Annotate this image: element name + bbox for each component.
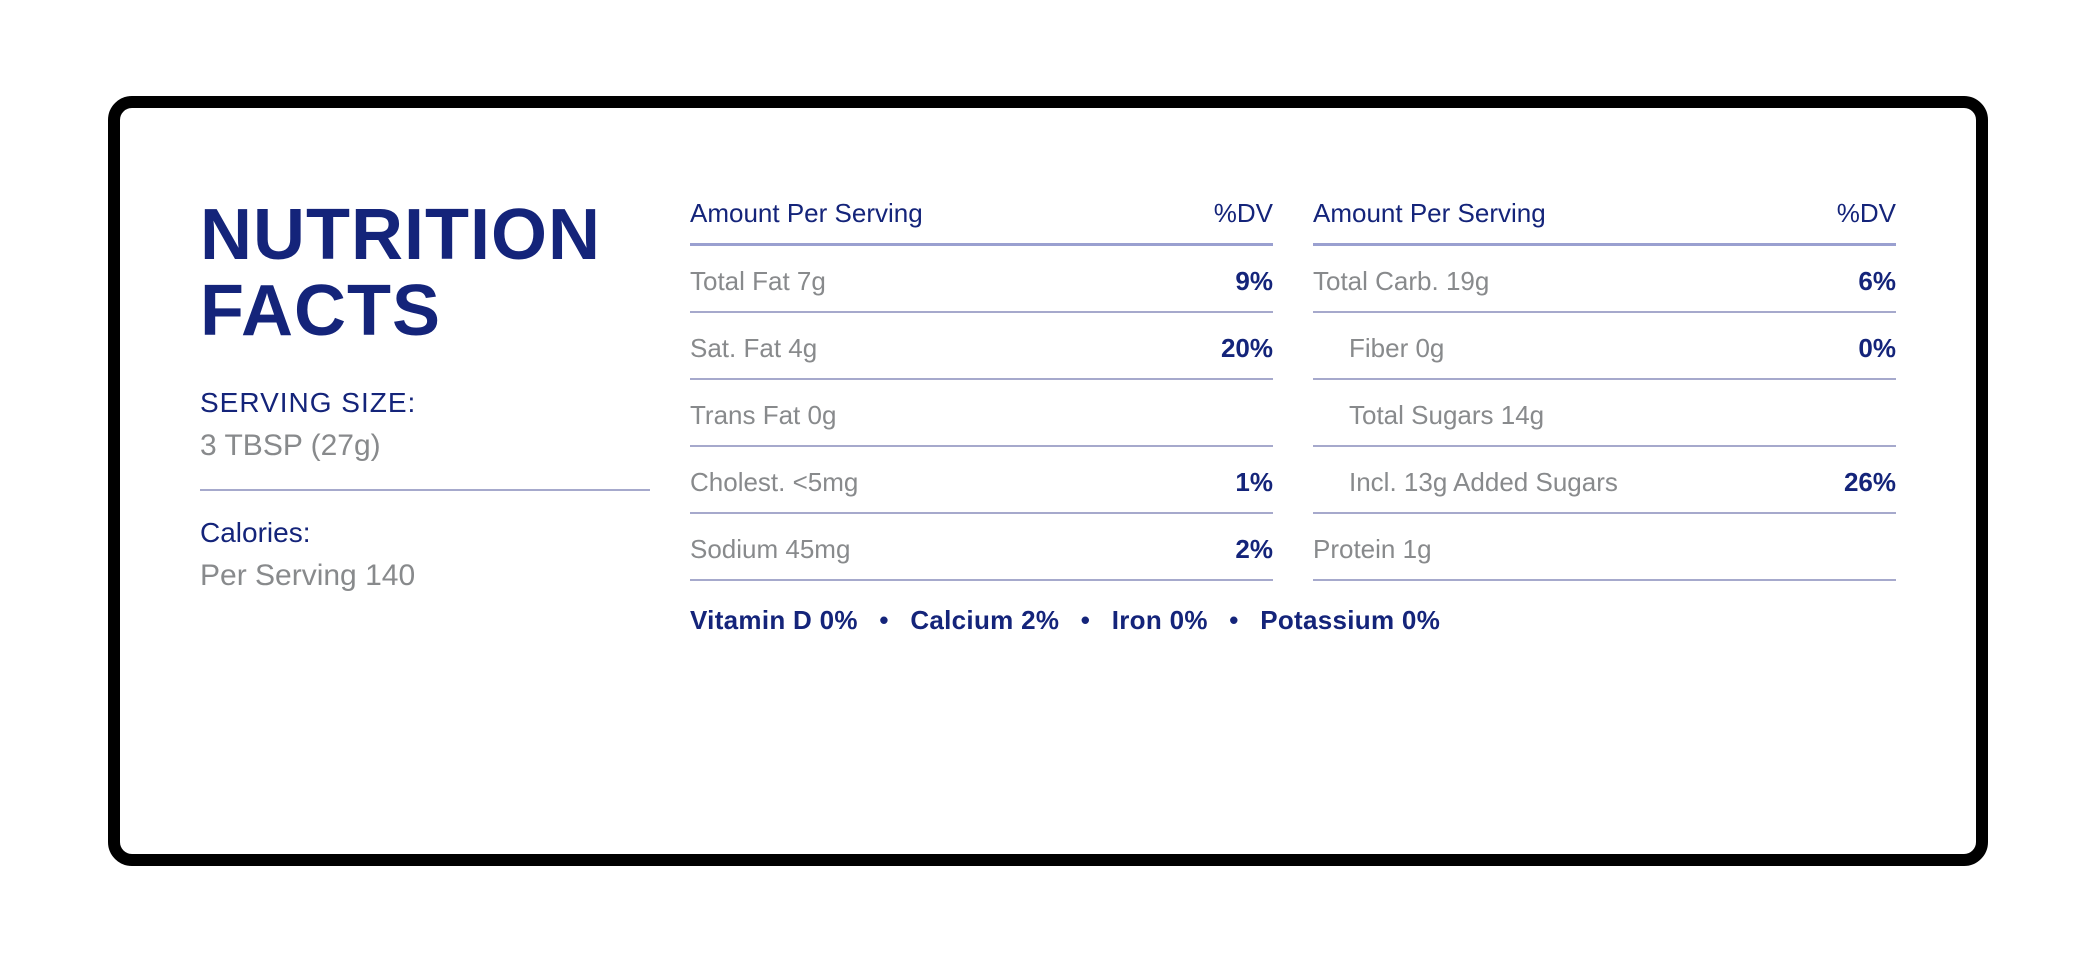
nutrient-name: Total Carb. 19g xyxy=(1313,266,1489,297)
panel-title: NUTRITION FACTS xyxy=(200,198,650,349)
vitamin-item: Vitamin D 0% xyxy=(690,605,858,635)
nutrient-name: Total Sugars 14g xyxy=(1313,400,1544,431)
nutrition-row: Incl. 13g Added Sugars 26% xyxy=(1313,447,1896,514)
nutrition-row: Trans Fat 0g xyxy=(690,380,1273,447)
nutrient-dv: 0% xyxy=(1858,333,1896,364)
nutrient-name: Fiber 0g xyxy=(1313,333,1444,364)
nutrition-row: Sodium 45mg 2% xyxy=(690,514,1273,581)
nutrient-dv: 6% xyxy=(1858,266,1896,297)
column-header: Amount Per Serving %DV xyxy=(1313,198,1896,246)
column-header: Amount Per Serving %DV xyxy=(690,198,1273,246)
nutrition-column-2: Amount Per Serving %DV Total Carb. 19g 6… xyxy=(1313,198,1896,581)
nutrition-tables: Amount Per Serving %DV Total Fat 7g 9% S… xyxy=(690,198,1896,581)
nutrient-name: Sodium 45mg xyxy=(690,534,850,565)
nutrient-name: Trans Fat 0g xyxy=(690,400,836,431)
vitamins-line: Vitamin D 0% • Calcium 2% • Iron 0% • Po… xyxy=(690,605,1896,636)
nutrient-name: Total Fat 7g xyxy=(690,266,826,297)
nutrient-dv: 20% xyxy=(1221,333,1273,364)
nutrition-row: Total Carb. 19g 6% xyxy=(1313,246,1896,313)
nutrition-row: Total Sugars 14g xyxy=(1313,380,1896,447)
nutrition-facts-panel: NUTRITION FACTS SERVING SIZE: 3 TBSP (27… xyxy=(108,96,1988,866)
nutrient-dv: 1% xyxy=(1235,467,1273,498)
calories-label: Calories: xyxy=(200,517,650,549)
vitamin-item: Iron 0% xyxy=(1112,605,1208,635)
serving-size-label: SERVING SIZE: xyxy=(200,387,650,419)
nutrient-dv: 2% xyxy=(1235,534,1273,565)
header-dv: %DV xyxy=(1214,198,1273,229)
serving-size-value: 3 TBSP (27g) xyxy=(200,429,650,463)
right-area: Amount Per Serving %DV Total Fat 7g 9% S… xyxy=(690,198,1896,774)
calories-value: Per Serving 140 xyxy=(200,559,650,593)
nutrient-name: Incl. 13g Added Sugars xyxy=(1313,467,1618,498)
nutrition-row: Cholest. <5mg 1% xyxy=(690,447,1273,514)
nutrient-name: Cholest. <5mg xyxy=(690,467,858,498)
nutrition-column-1: Amount Per Serving %DV Total Fat 7g 9% S… xyxy=(690,198,1273,581)
nutrient-name: Protein 1g xyxy=(1313,534,1432,565)
bullet-icon: • xyxy=(879,605,888,635)
nutrition-row: Protein 1g xyxy=(1313,514,1896,581)
left-column: NUTRITION FACTS SERVING SIZE: 3 TBSP (27… xyxy=(200,198,690,774)
left-divider xyxy=(200,489,650,491)
header-amount: Amount Per Serving xyxy=(690,198,923,229)
bullet-icon: • xyxy=(1081,605,1090,635)
nutrient-name: Sat. Fat 4g xyxy=(690,333,817,364)
nutrition-row: Sat. Fat 4g 20% xyxy=(690,313,1273,380)
nutrient-dv: 26% xyxy=(1844,467,1896,498)
nutrition-row: Fiber 0g 0% xyxy=(1313,313,1896,380)
vitamin-item: Potassium 0% xyxy=(1260,605,1440,635)
header-dv: %DV xyxy=(1837,198,1896,229)
vitamin-item: Calcium 2% xyxy=(910,605,1059,635)
header-amount: Amount Per Serving xyxy=(1313,198,1546,229)
bullet-icon: • xyxy=(1229,605,1238,635)
nutrition-row: Total Fat 7g 9% xyxy=(690,246,1273,313)
nutrient-dv: 9% xyxy=(1235,266,1273,297)
